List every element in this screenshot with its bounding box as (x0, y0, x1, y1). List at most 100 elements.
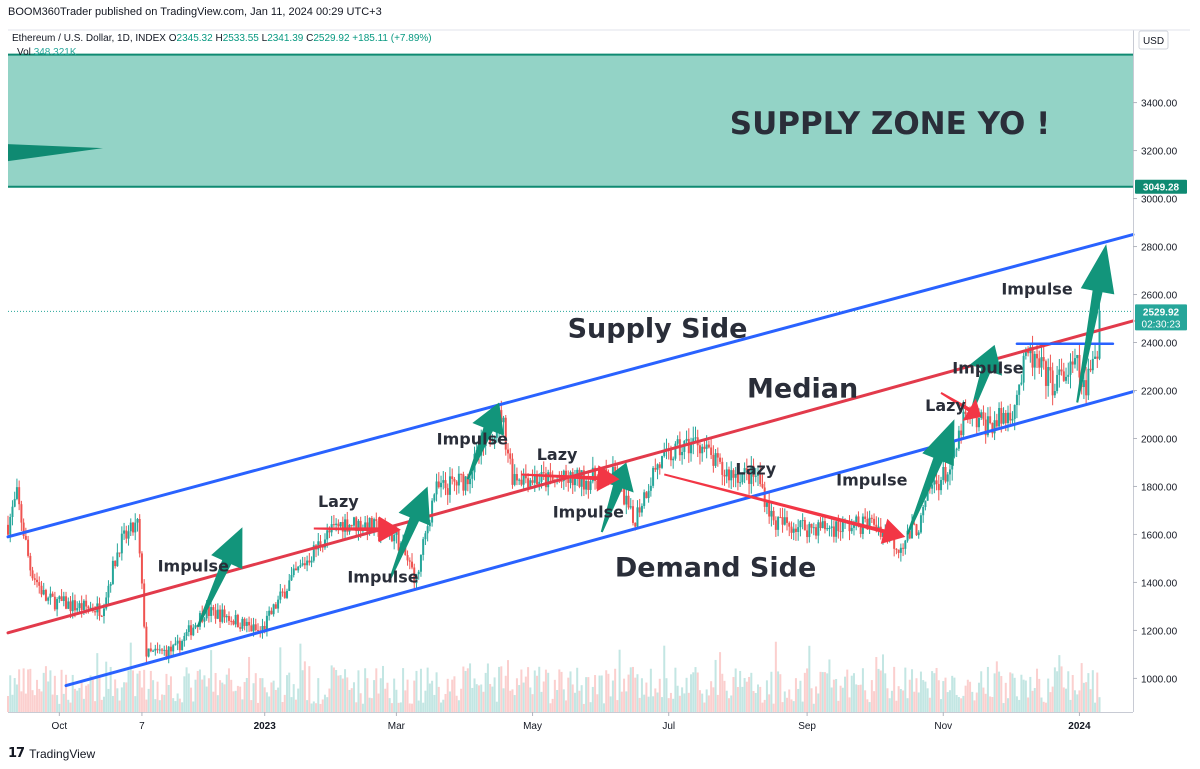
candle-body (158, 649, 161, 651)
candle-body (763, 487, 766, 507)
volume-bar (386, 682, 389, 712)
candle-body (500, 410, 503, 423)
candle-body (792, 528, 795, 533)
volume-bar (589, 702, 592, 712)
volume-bar (190, 687, 193, 712)
volume-bar (736, 687, 739, 712)
currency-button[interactable] (1138, 30, 1169, 50)
volume-bar (504, 675, 507, 712)
volume-bar (1013, 677, 1016, 712)
candle-body (710, 447, 713, 455)
candle-body (777, 517, 780, 530)
candle-body (882, 532, 884, 537)
volume-bar (323, 694, 326, 712)
volume-bar (645, 682, 648, 712)
volume-bar (850, 675, 853, 712)
volume-bar (500, 666, 503, 712)
lazy-arrow (521, 465, 620, 492)
candle-body (49, 593, 52, 598)
volume-bar (518, 685, 521, 712)
candle-body (203, 618, 206, 622)
price-axis[interactable]: USD 1000.00 1200.00 1400.00 1600.00 1800.00 20… (8, 29, 1190, 712)
volume-bar (134, 696, 137, 712)
volume-bar (201, 679, 204, 712)
volume-bar (42, 672, 45, 712)
candle-body (754, 475, 757, 477)
candle-body (893, 535, 896, 549)
volume-bar (308, 666, 311, 712)
volume-bar (1078, 690, 1081, 712)
candle-body (44, 590, 47, 601)
price-highlight-box (1135, 179, 1187, 194)
volume-bar (585, 677, 588, 712)
volume-bar (299, 643, 302, 712)
volume-bar (491, 686, 494, 712)
candle-body (431, 500, 434, 523)
volume-bar (158, 700, 161, 712)
volume-bar (332, 667, 335, 712)
candle-body (567, 479, 570, 483)
candle-body (451, 476, 454, 479)
candle-body (87, 606, 90, 609)
volume-bar (1047, 678, 1050, 712)
volume-bar (625, 691, 628, 712)
volume-bar (149, 670, 152, 712)
volume-bar (558, 669, 561, 712)
volume-bar (339, 675, 342, 712)
volume-bar (433, 694, 436, 712)
volume-bar (966, 679, 969, 712)
volume-bar (277, 687, 280, 712)
volume-bar (656, 692, 659, 712)
candle-body (614, 466, 617, 475)
volume-bar (957, 697, 960, 712)
time-tick-label: Nov (934, 721, 952, 732)
volume-bar (1042, 701, 1045, 712)
volume-bar (984, 693, 987, 712)
volume-bar (819, 671, 822, 712)
candle-body (690, 444, 693, 454)
candle-body (1024, 350, 1027, 356)
time-axis[interactable]: Oct 7 2023 Mar May Jul Sep Nov 2024 (8, 712, 1133, 732)
candle-body (634, 522, 637, 527)
candle-body (123, 530, 126, 534)
volume-bar (187, 673, 190, 712)
volume-bar (955, 694, 958, 712)
candle-body (1094, 356, 1097, 359)
candle-body (536, 475, 539, 485)
volume-bar (634, 677, 637, 712)
volume-bar (328, 688, 331, 712)
candle-body (364, 522, 367, 529)
volume-bar (408, 703, 411, 712)
time-tick-label: Jul (662, 721, 675, 732)
volume-bar (846, 669, 849, 712)
volume-bar (839, 685, 842, 712)
volume-bar (649, 668, 652, 712)
candle-body (185, 632, 188, 636)
candle-body (11, 506, 14, 518)
candle-body (544, 473, 547, 488)
volume-bar (495, 701, 498, 712)
candle-body (234, 614, 237, 625)
volume-bar (306, 700, 309, 712)
volume-bar (919, 671, 922, 712)
candle-body (1073, 358, 1076, 365)
volume-bar (946, 692, 949, 712)
volume-bar (928, 697, 931, 712)
candle-body (337, 523, 340, 527)
volume-bar (1058, 655, 1061, 712)
volume-bar (9, 675, 12, 712)
price-highlight-label: 3049.28 (1143, 183, 1180, 194)
volume-bar (513, 695, 516, 712)
volume-bar (355, 702, 358, 712)
volume-bar (212, 691, 215, 712)
volume-bar (194, 679, 197, 712)
candle-body (268, 610, 271, 616)
candle-body (495, 429, 498, 438)
tradingview-brand[interactable]: 17 TradingView (8, 746, 95, 761)
candle-body (701, 446, 704, 454)
volume-bar (667, 698, 670, 712)
candle-body (515, 474, 518, 481)
candle-body (864, 516, 867, 519)
candle-body (375, 519, 378, 522)
